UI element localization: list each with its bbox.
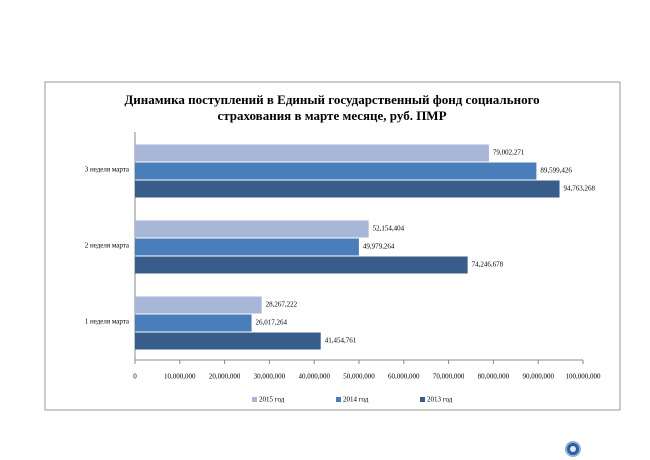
legend-swatch	[252, 397, 257, 402]
value-label: 52,154,404	[373, 225, 405, 233]
x-tick-label: 70,000,000	[433, 373, 465, 381]
x-tick-label: 0	[133, 373, 137, 381]
value-label: 89,599,426	[540, 167, 572, 175]
bar	[135, 238, 359, 256]
x-tick-label: 30,000,000	[254, 373, 286, 381]
y-tick-label: 2 неделя марта	[85, 242, 130, 250]
bar	[135, 296, 262, 314]
x-tick-label: 80,000,000	[478, 373, 510, 381]
legend-label: 2014 год	[343, 396, 369, 404]
y-tick-label: 3 неделя марта	[85, 166, 130, 174]
legend-swatch	[336, 397, 341, 402]
bar	[135, 180, 560, 198]
bar	[135, 220, 369, 238]
x-tick-label: 50,000,000	[343, 373, 375, 381]
value-label: 79,002,271	[493, 149, 525, 157]
y-tick-label: 1 неделя марта	[85, 318, 130, 326]
legend-swatch	[420, 397, 425, 402]
value-label: 26,017,264	[256, 319, 288, 327]
bar	[135, 332, 321, 350]
legend-label: 2013 год	[427, 396, 453, 404]
logo	[565, 441, 581, 457]
value-label: 74,246,678	[472, 261, 504, 269]
value-label: 28,267,222	[266, 301, 298, 309]
value-label: 94,763,268	[564, 185, 596, 193]
x-tick-label: 10,000,000	[164, 373, 196, 381]
chart-title: Динамика поступлений в Единый государств…	[124, 92, 539, 107]
x-tick-label: 40,000,000	[298, 373, 330, 381]
x-tick-label: 60,000,000	[388, 373, 420, 381]
value-label: 49,979,264	[363, 243, 395, 251]
bar	[135, 256, 468, 274]
legend-label: 2015 год	[259, 396, 285, 404]
x-tick-label: 20,000,000	[209, 373, 241, 381]
bar	[135, 144, 489, 162]
x-tick-label: 100,000,000	[566, 373, 602, 381]
value-label: 41,454,761	[325, 337, 357, 345]
bar	[135, 314, 252, 332]
x-tick-label: 90,000,000	[522, 373, 554, 381]
bar	[135, 162, 537, 180]
chart-title: страхования в марте месяце, руб. ПМР	[217, 108, 446, 123]
